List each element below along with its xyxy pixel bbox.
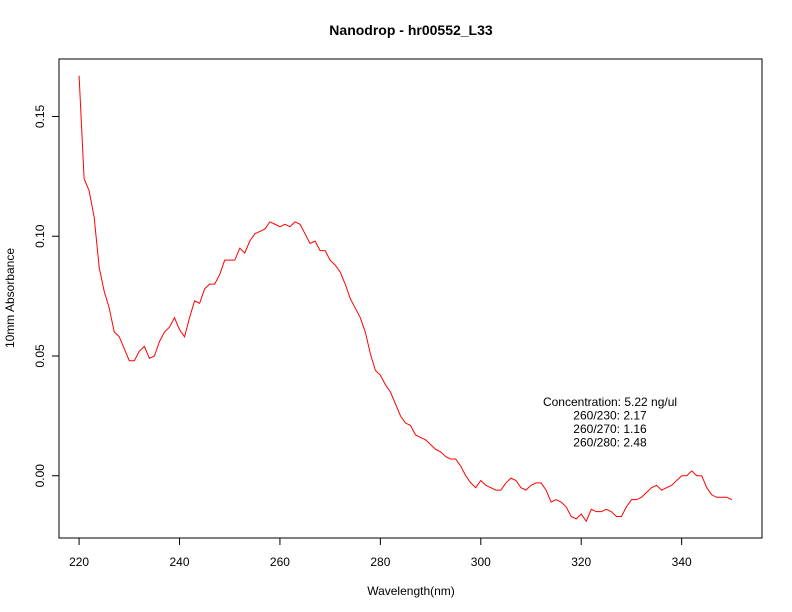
x-tick-label: 300 [471, 555, 491, 569]
x-tick-label: 240 [169, 555, 189, 569]
x-tick-label: 280 [370, 555, 390, 569]
y-axis: 0.00 0.05 0.10 0.15 [33, 104, 60, 488]
x-tick-label: 260 [270, 555, 290, 569]
y-axis-label: 10mm Absorbance [3, 248, 17, 348]
annotation-line: 260/230: 2.17 [573, 409, 647, 423]
annotation-line: 260/270: 1.16 [573, 422, 647, 436]
y-tick-label: 0.00 [33, 464, 47, 488]
absorbance-series-line [78, 75, 733, 523]
y-tick-label: 0.10 [33, 224, 47, 248]
x-tick-label: 320 [571, 555, 591, 569]
x-tick-label: 220 [69, 555, 89, 569]
chart-title: Nanodrop - hr00552_L33 [329, 22, 493, 38]
annotation-line: Concentration: 5.22 ng/ul [543, 395, 677, 409]
annotation-line: 260/280: 2.48 [573, 436, 647, 450]
x-axis: 220 240 260 280 300 320 340 [69, 537, 692, 569]
y-tick-label: 0.05 [33, 344, 47, 368]
y-tick-label: 0.15 [33, 104, 47, 128]
x-axis-label: Wavelength(nm) [367, 584, 455, 598]
x-tick-label: 340 [672, 555, 692, 569]
